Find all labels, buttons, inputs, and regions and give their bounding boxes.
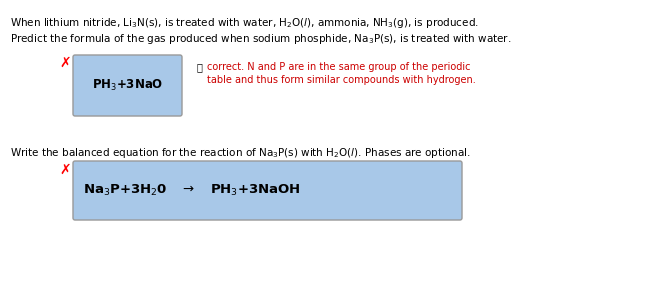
Text: Predict the formula of the gas produced when sodium phosphide, Na$_{3}$P(s), is : Predict the formula of the gas produced … (10, 32, 511, 46)
Text: Na$_{3}$P+3H$_{2}$0   $\rightarrow$   PH$_{3}$+3NaOH: Na$_{3}$P+3H$_{2}$0 $\rightarrow$ PH$_{3… (83, 183, 301, 198)
Text: Write the balanced equation for the reaction of Na$_{3}$P(s) with H$_{2}$O($\it{: Write the balanced equation for the reac… (10, 146, 471, 160)
Text: 💬: 💬 (197, 62, 203, 72)
Text: ✗: ✗ (59, 163, 71, 177)
Text: correct. N and P are in the same group of the periodic: correct. N and P are in the same group o… (207, 62, 471, 72)
Text: ✗: ✗ (59, 56, 71, 70)
FancyBboxPatch shape (73, 55, 182, 116)
Text: When lithium nitride, Li$_{3}$N(s), is treated with water, H$_{2}$O($\it{l}$), a: When lithium nitride, Li$_{3}$N(s), is t… (10, 16, 479, 30)
Text: PH$_{3}$+3NaO: PH$_{3}$+3NaO (92, 78, 163, 93)
Text: table and thus form similar compounds with hydrogen.: table and thus form similar compounds wi… (207, 75, 475, 85)
FancyBboxPatch shape (73, 161, 462, 220)
